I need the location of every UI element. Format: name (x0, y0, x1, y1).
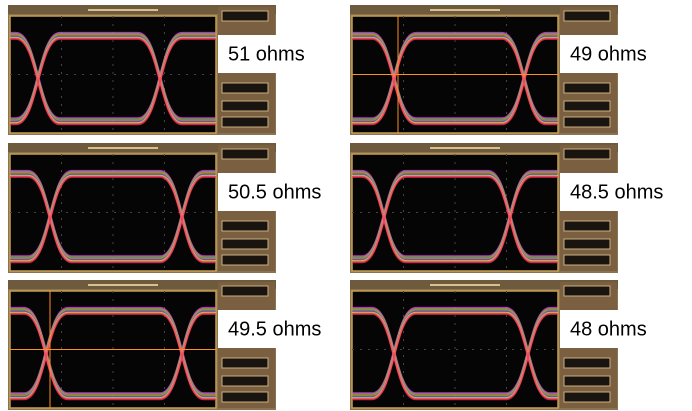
side-button (564, 83, 610, 93)
side-button (222, 255, 268, 265)
side-button (222, 392, 268, 402)
scope-panel: 48 ohms (350, 280, 685, 410)
impedance-label: 49 ohms (570, 43, 647, 65)
side-button (564, 149, 610, 159)
scope-panel: 49.5 ohms (8, 280, 343, 410)
impedance-label: 50.5 ohms (228, 181, 321, 203)
header-bar (88, 284, 158, 286)
side-button (222, 239, 268, 249)
side-button (222, 11, 268, 21)
side-button (564, 358, 610, 368)
side-button (564, 11, 610, 21)
header-bar (88, 9, 158, 11)
scope-panel: 50.5 ohms (8, 143, 343, 273)
impedance-label: 48.5 ohms (570, 181, 663, 203)
side-button (222, 358, 268, 368)
scope-panel: 51 ohms (8, 5, 343, 135)
side-button (222, 286, 268, 296)
header-bar (430, 284, 500, 286)
side-button (564, 376, 610, 386)
side-button (222, 101, 268, 111)
scope-panel: 49 ohms (350, 5, 685, 135)
side-button (222, 376, 268, 386)
side-button (564, 392, 610, 402)
side-button (564, 286, 610, 296)
side-button (222, 83, 268, 93)
header-bar (430, 147, 500, 149)
impedance-label: 51 ohms (228, 43, 305, 65)
side-button (222, 149, 268, 159)
side-button (564, 117, 610, 127)
side-button (564, 101, 610, 111)
impedance-label: 49.5 ohms (228, 318, 321, 340)
side-button (564, 255, 610, 265)
scope-panel: 48.5 ohms (350, 143, 685, 273)
side-button (564, 239, 610, 249)
header-bar (430, 9, 500, 11)
side-button (564, 221, 610, 231)
side-button (222, 117, 268, 127)
impedance-label: 48 ohms (570, 318, 647, 340)
header-bar (88, 147, 158, 149)
side-button (222, 221, 268, 231)
screenshot-grid: 51 ohms 49 ohms 50.5 ohms 48.5 ohms 49.5 ohm… (0, 0, 692, 411)
